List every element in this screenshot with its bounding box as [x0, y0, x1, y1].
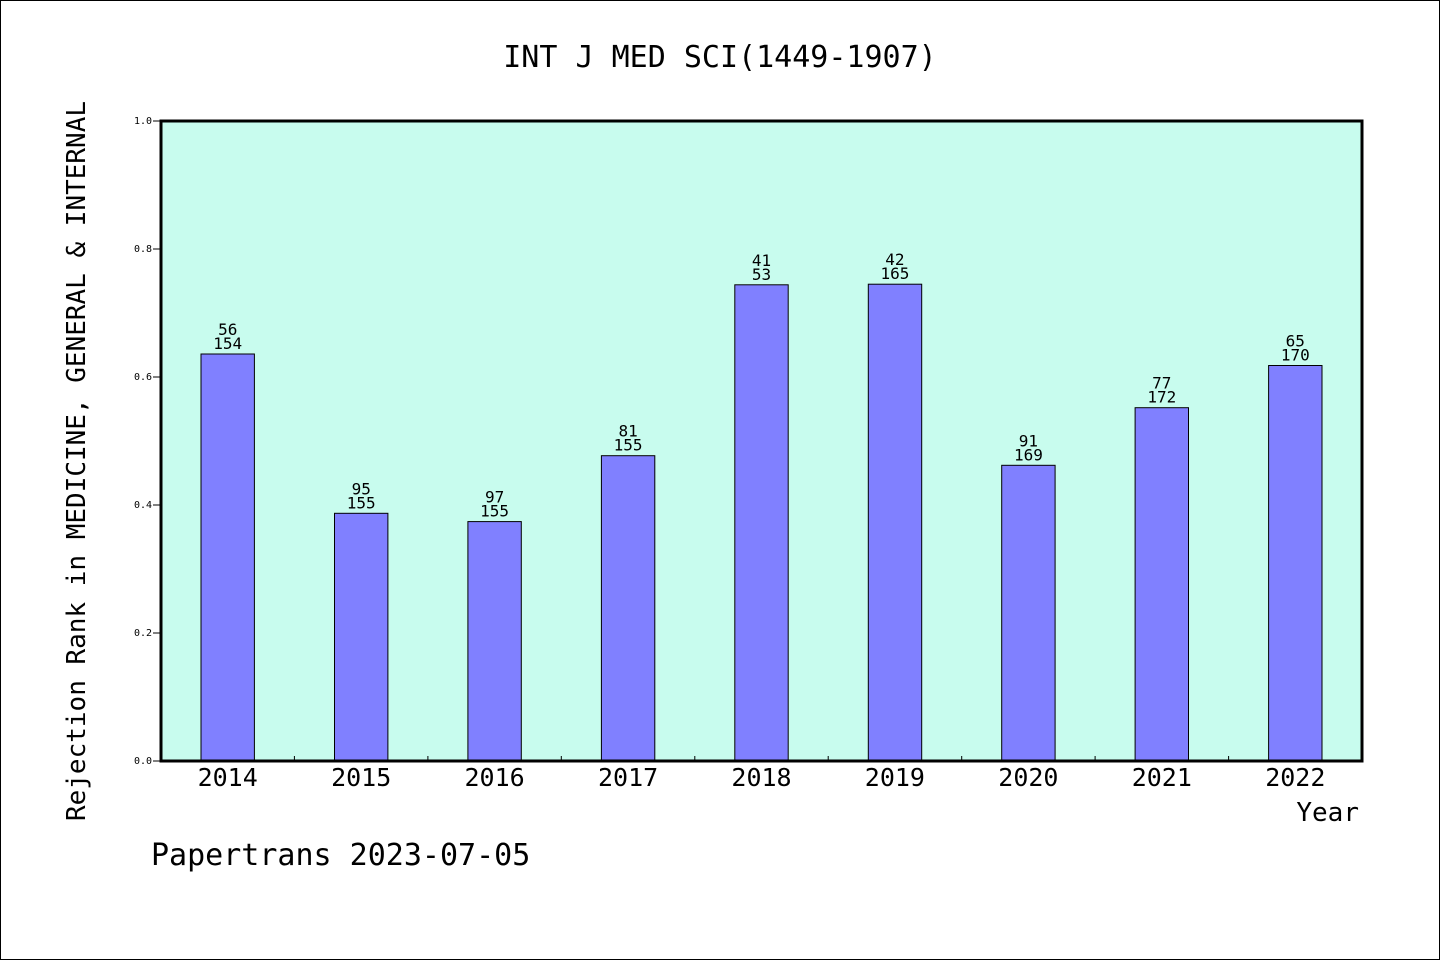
y-tick-label: 0.2 — [134, 628, 152, 639]
x-tick-label: 2020 — [998, 763, 1058, 792]
x-tick-label: 2021 — [1132, 763, 1192, 792]
bar-2015 — [334, 512, 389, 762]
y-tick-label: 0.4 — [134, 500, 152, 511]
bar-2016 — [467, 521, 522, 762]
bar-2020 — [1001, 464, 1056, 762]
data-label-rank: 41 — [752, 251, 771, 270]
x-tick-label: 2017 — [598, 763, 658, 792]
x-axis-label: Year — [1296, 798, 1359, 828]
data-label-rank: 95 — [352, 479, 371, 498]
data-label-total: 172 — [1147, 388, 1176, 407]
data-label-total: 169 — [1014, 445, 1043, 464]
data-label-total: 154 — [213, 334, 242, 353]
x-axis: 2014 2015 2016 2017 2018 2019 2020 2021 2022 — [198, 756, 1325, 792]
bar-2018 — [734, 284, 789, 762]
data-label-rank: 91 — [1019, 431, 1038, 450]
data-label-rank: 56 — [218, 320, 237, 339]
y-axis: 0.0 0.2 0.4 0.6 0.8 1.0 — [134, 116, 161, 767]
footer-watermark: Papertrans 2023-07-05 — [151, 838, 530, 873]
data-label-total: 165 — [880, 264, 909, 283]
data-label-total: 155 — [480, 502, 509, 521]
data-label-rank: 77 — [1152, 374, 1171, 393]
y-tick-label: 1.0 — [134, 116, 152, 127]
x-tick-label: 2022 — [1265, 763, 1325, 792]
plot-border — [159, 119, 1364, 763]
y-tick-label: 0.8 — [134, 244, 152, 255]
data-label-total: 155 — [614, 436, 643, 455]
bar-2021 — [1134, 407, 1189, 762]
x-tick-label: 2015 — [331, 763, 391, 792]
y-axis-label: Rejection Rank in MEDICINE, GENERAL & IN… — [62, 101, 92, 821]
bar-2017 — [600, 455, 656, 762]
bars-layer — [200, 283, 1323, 762]
bar-2014 — [200, 353, 255, 762]
data-label-total: 155 — [347, 493, 376, 512]
data-label-rank: 97 — [485, 488, 504, 507]
y-tick-label: 0.6 — [134, 372, 152, 383]
data-label-rank: 81 — [618, 422, 637, 441]
data-label-total: 53 — [752, 265, 771, 284]
x-tick-label: 2018 — [731, 763, 791, 792]
chart-title: INT J MED SCI(1449-1907) — [503, 40, 936, 75]
data-label-rank: 65 — [1286, 332, 1305, 351]
x-tick-label: 2019 — [865, 763, 925, 792]
x-tick-label: 2016 — [464, 763, 524, 792]
y-tick-label: 0.0 — [134, 756, 152, 767]
data-label-rank: 42 — [885, 250, 904, 269]
data-label-total: 170 — [1281, 346, 1310, 365]
bar-2022 — [1268, 365, 1323, 762]
bar-2019 — [867, 283, 923, 762]
x-tick-label: 2014 — [198, 763, 258, 792]
